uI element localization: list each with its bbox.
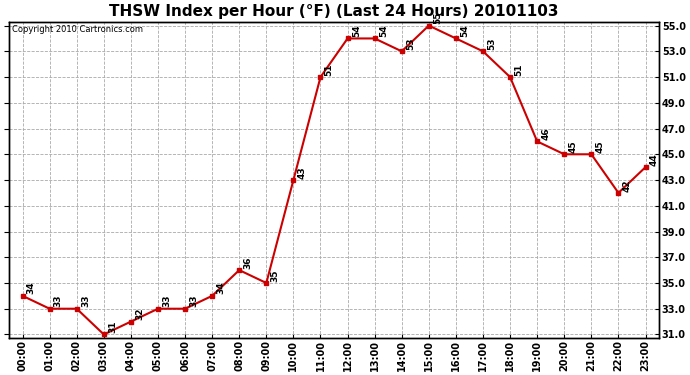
Text: 45: 45 [569, 140, 578, 153]
Text: 55: 55 [433, 12, 442, 24]
Text: 51: 51 [325, 63, 334, 76]
Text: 54: 54 [460, 24, 469, 37]
Text: 54: 54 [352, 24, 361, 37]
Text: 33: 33 [54, 295, 63, 307]
Text: 32: 32 [135, 308, 144, 320]
Text: 34: 34 [217, 282, 226, 294]
Text: 46: 46 [542, 128, 551, 140]
Text: 44: 44 [650, 153, 659, 166]
Text: 51: 51 [514, 63, 523, 76]
Text: 43: 43 [297, 166, 306, 178]
Text: 53: 53 [406, 38, 415, 50]
Text: 45: 45 [595, 140, 604, 153]
Text: 53: 53 [487, 38, 496, 50]
Text: 34: 34 [27, 282, 36, 294]
Text: 42: 42 [622, 179, 631, 192]
Text: 36: 36 [244, 256, 253, 269]
Text: Copyright 2010 Cartronics.com: Copyright 2010 Cartronics.com [12, 25, 144, 34]
Text: 54: 54 [379, 24, 388, 37]
Text: 31: 31 [108, 321, 117, 333]
Text: 33: 33 [162, 295, 171, 307]
Text: 33: 33 [189, 295, 198, 307]
Text: 35: 35 [270, 269, 279, 282]
Text: 33: 33 [81, 295, 90, 307]
Title: THSW Index per Hour (°F) (Last 24 Hours) 20101103: THSW Index per Hour (°F) (Last 24 Hours)… [109, 4, 559, 19]
